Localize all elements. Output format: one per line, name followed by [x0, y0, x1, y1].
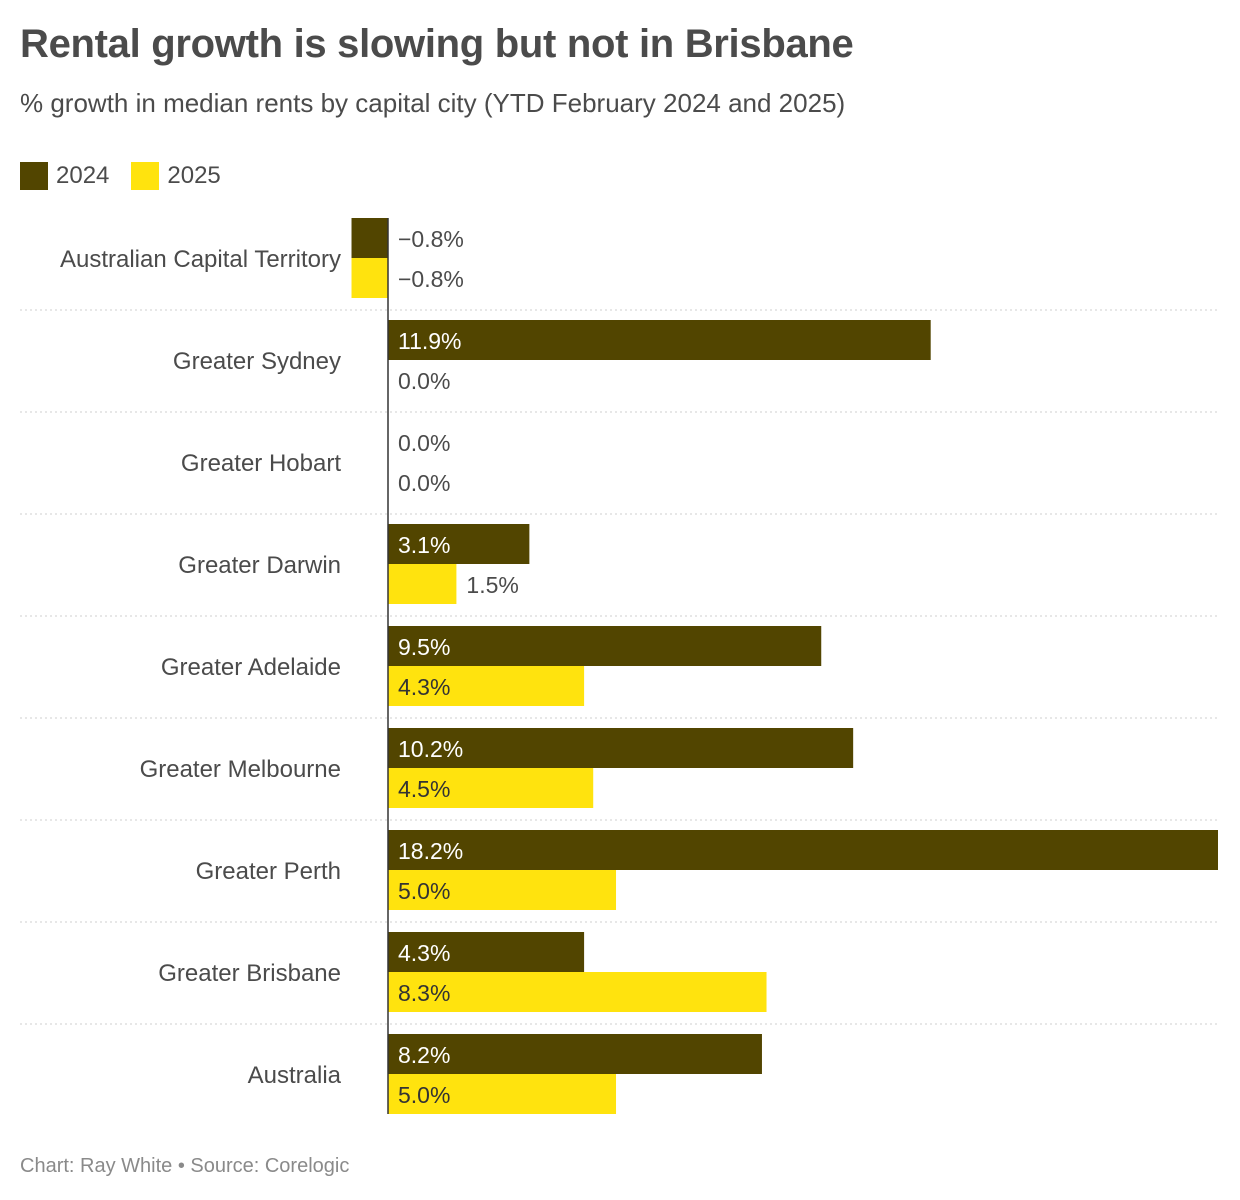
- bar-2025-greater-darwin: [388, 564, 457, 604]
- category-label-greater-brisbane: Greater Brisbane: [158, 960, 341, 987]
- category-label-greater-adelaide: Greater Adelaide: [161, 654, 341, 681]
- bar-2024-greater-adelaide: [388, 626, 822, 666]
- bar-2024-australia: [388, 1034, 762, 1074]
- bar-2024-greater-sydney: [388, 320, 931, 360]
- data-label-2025-australia: 5.0%: [398, 1082, 450, 1108]
- data-label-2025-greater-brisbane: 8.3%: [398, 980, 450, 1006]
- data-label-2025-australian-capital-territory: −0.8%: [398, 266, 464, 292]
- data-label-2024-greater-perth: 18.2%: [398, 838, 463, 864]
- data-label-2024-greater-melbourne: 10.2%: [398, 736, 463, 762]
- legend-label-2025: 2025: [167, 162, 221, 189]
- chart-title: Rental growth is slowing but not in Bris…: [20, 22, 854, 66]
- bar-2025-greater-adelaide: [388, 666, 585, 706]
- bar-2024-greater-darwin: [388, 524, 530, 564]
- bar-2025-australian-capital-territory: [351, 258, 388, 298]
- legend: 2024 2025: [20, 162, 243, 190]
- data-label-2025-greater-melbourne: 4.5%: [398, 776, 450, 802]
- bar-2024-greater-melbourne: [388, 728, 854, 768]
- bar-2025-greater-perth: [388, 870, 617, 910]
- category-label-greater-perth: Greater Perth: [196, 858, 341, 885]
- category-label-greater-hobart: Greater Hobart: [181, 450, 341, 477]
- data-label-2024-greater-brisbane: 4.3%: [398, 940, 450, 966]
- bar-2025-australia: [388, 1074, 617, 1114]
- data-label-2024-australian-capital-territory: −0.8%: [398, 226, 464, 252]
- legend-item-2025: 2025: [131, 162, 221, 190]
- legend-label-2024: 2024: [56, 162, 110, 189]
- bar-2025-greater-brisbane: [388, 972, 767, 1012]
- data-label-2025-greater-adelaide: 4.3%: [398, 674, 450, 700]
- bar-2025-greater-melbourne: [388, 768, 594, 808]
- bar-2024-greater-brisbane: [388, 932, 585, 972]
- data-label-2025-greater-sydney: 0.0%: [398, 368, 450, 394]
- bar-2024-greater-perth: [388, 830, 1218, 870]
- chart-footer: Chart: Ray White • Source: Corelogic: [20, 1155, 350, 1177]
- chart-subtitle: % growth in median rents by capital city…: [20, 88, 846, 118]
- data-label-2024-greater-sydney: 11.9%: [398, 328, 462, 354]
- data-label-2024-greater-hobart: 0.0%: [398, 430, 450, 456]
- data-label-2024-greater-darwin: 3.1%: [398, 532, 450, 558]
- data-label-2024-australia: 8.2%: [398, 1042, 450, 1068]
- data-label-2025-greater-perth: 5.0%: [398, 878, 450, 904]
- category-label-australian-capital-territory: Australian Capital Territory: [60, 246, 341, 273]
- category-label-greater-melbourne: Greater Melbourne: [140, 756, 341, 783]
- legend-item-2024: 2024: [20, 162, 109, 190]
- legend-swatch-2025: [131, 162, 160, 190]
- bar-2024-australian-capital-territory: [351, 218, 388, 258]
- data-label-2025-greater-darwin: 1.5%: [466, 572, 518, 598]
- legend-swatch-2024: [20, 162, 48, 190]
- category-label-australia: Australia: [248, 1062, 342, 1089]
- category-label-greater-sydney: Greater Sydney: [173, 348, 341, 375]
- data-label-2024-greater-adelaide: 9.5%: [398, 634, 450, 660]
- data-label-2025-greater-hobart: 0.0%: [398, 470, 450, 496]
- category-label-greater-darwin: Greater Darwin: [178, 552, 341, 579]
